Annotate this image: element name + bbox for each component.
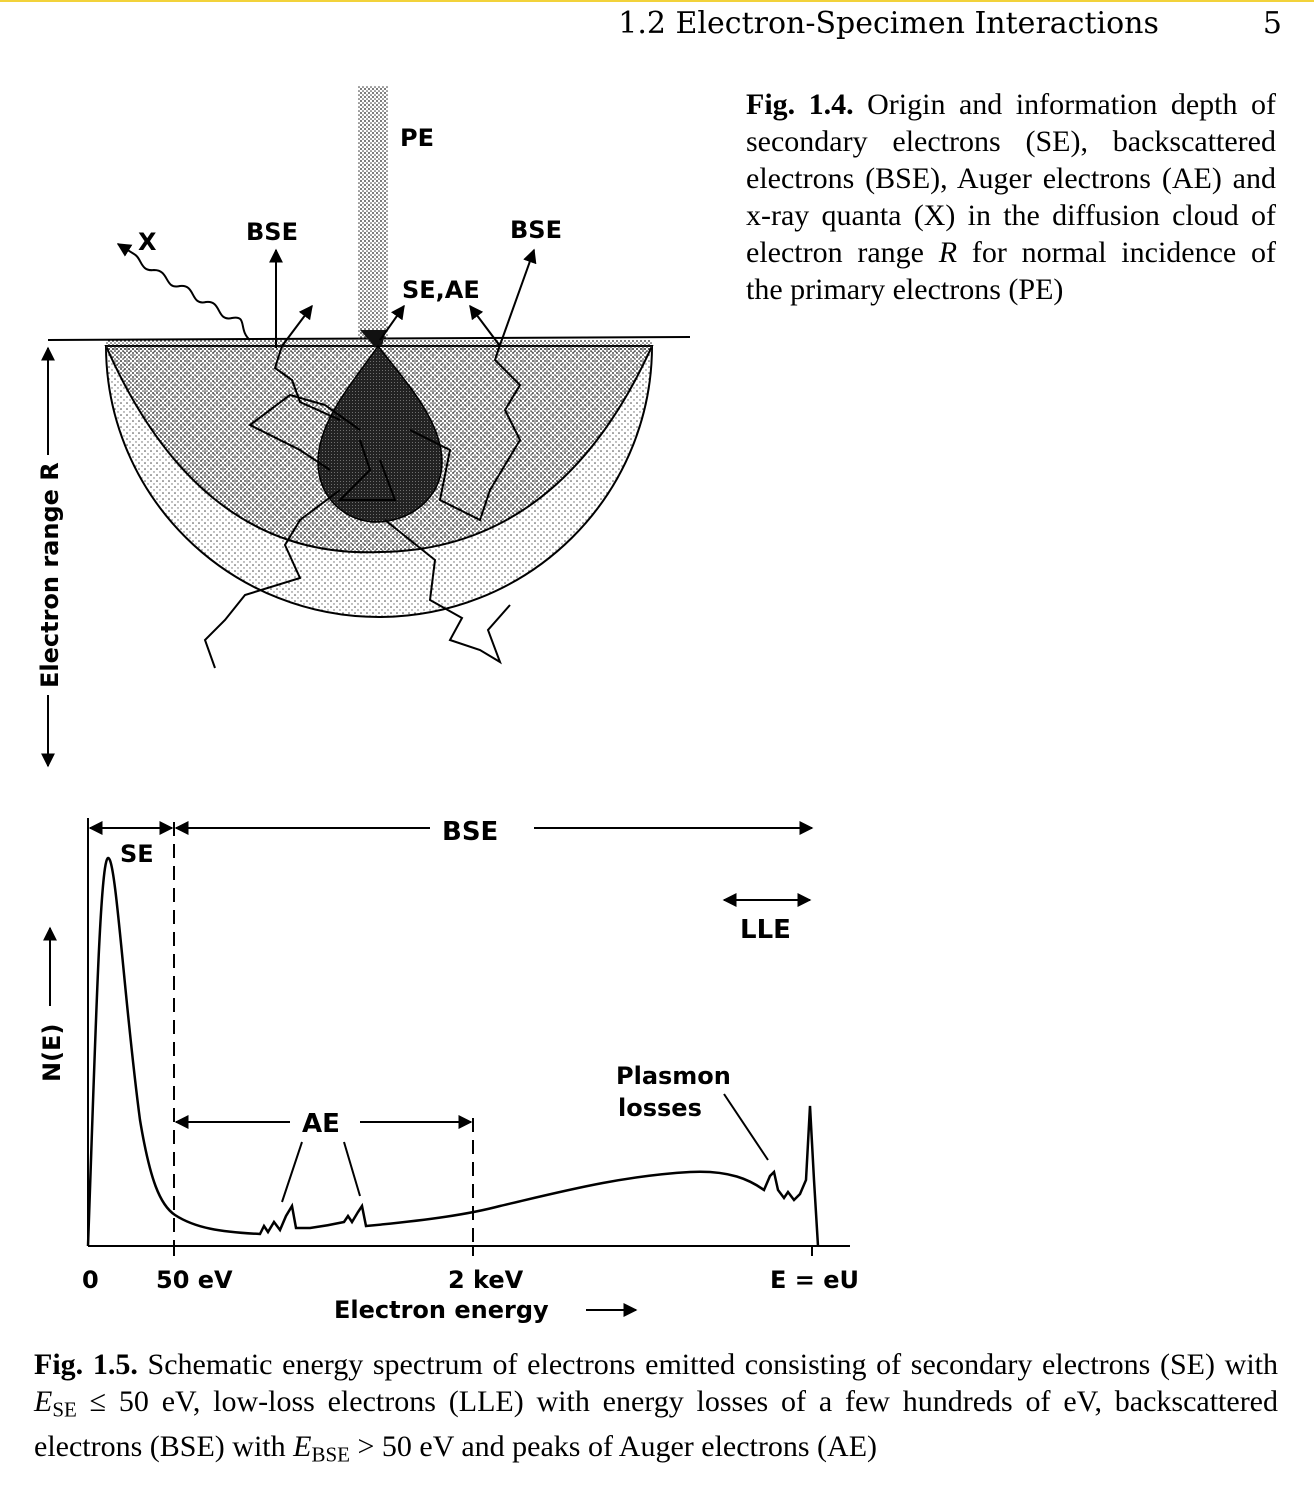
emission-arrows: [116, 243, 537, 348]
figure-1-5-caption-text-3: > 50 eV and peaks of Auger electrons (AE…: [349, 1430, 878, 1464]
x-ticks: [173, 1246, 813, 1256]
ae-pointer-left: [281, 1141, 303, 1203]
tick-50ev: 50 eV: [156, 1266, 233, 1294]
trajectory-deep-left: [203, 489, 341, 669]
se-ae-label: SE,AE: [402, 276, 480, 304]
trajectory-deep-right: [384, 519, 511, 665]
figure-1-4-diagram: PE BSE BSE SE,AE X Electron range R: [36, 86, 691, 768]
figure-1-5-caption-label: Fig. 1.5.: [34, 1348, 138, 1381]
y-axis-label: N(E): [38, 1024, 66, 1082]
figure-1-4-caption-symbol: R: [938, 236, 958, 269]
tick-eu: E = eU: [770, 1266, 859, 1294]
bse-right-arrow-up: [499, 248, 537, 346]
bse-label: BSE: [442, 817, 498, 847]
figure-1-5-caption-ese: E: [34, 1385, 53, 1418]
lle-label: LLE: [740, 915, 791, 945]
plasmon-pointer: [723, 1093, 769, 1161]
figure-1-4-caption: Fig. 1.4. Origin and information depth o…: [746, 86, 1276, 308]
tick-2kev: 2 keV: [448, 1266, 524, 1294]
plasmon-label: Plasmon: [616, 1062, 731, 1090]
figure-1-5-caption-text-1: Schematic energy spectrum of electrons e…: [137, 1348, 1279, 1381]
figure-1-5-caption-text-2: ≤ 50 eV, low-loss electrons (LLE) with e…: [34, 1385, 1278, 1464]
page-number: 5: [1262, 6, 1282, 41]
losses-label: losses: [618, 1094, 702, 1122]
figure-1-4-caption-text-b: for normal incidence of the primary elec…: [746, 236, 1276, 306]
se-ae-arrow: [379, 304, 405, 341]
pe-label: PE: [400, 124, 434, 152]
figure-1-5-caption-ese-sub: SE: [52, 1397, 77, 1422]
trajectory-left-bse: [273, 345, 341, 421]
range-axis-label: Electron range R: [36, 462, 64, 688]
electron-trajectories: [203, 344, 522, 669]
ae-pointer-right: [343, 1141, 361, 1197]
ae-label: AE: [302, 1109, 340, 1139]
primary-beam-taper: [360, 330, 386, 346]
figure-1-4-caption-label: Fig. 1.4.: [746, 88, 854, 121]
bse-right-arrow-diag: [469, 304, 501, 347]
x-axis-label: Electron energy: [334, 1296, 549, 1324]
range-axis-gap: [36, 455, 60, 695]
trajectory-right-bse: [409, 344, 522, 522]
x-ray-wave: [116, 243, 251, 341]
running-head: 1.2 Electron-Specimen Interactions 5: [618, 6, 1282, 41]
interaction-droplet: [317, 344, 443, 523]
top-border: [0, 0, 1314, 2]
figure-1-5-caption: Fig. 1.5. Schematic energy spectrum of e…: [34, 1346, 1278, 1474]
trajectory-middle: [337, 439, 397, 501]
figure-1-5-caption-ebse: E: [293, 1430, 312, 1464]
figure-1-5-caption-ebse-sub: BSE: [311, 1442, 350, 1467]
se-label: SE: [120, 840, 154, 868]
primary-beam: [358, 86, 388, 342]
trajectory-left-loop: [248, 393, 361, 471]
bse-right-label: BSE: [510, 216, 562, 244]
spectrum-curve: [86, 856, 820, 1247]
figure-1-5-diagram: 0 50 eV 2 keV E = eU Electron energy N(E…: [38, 817, 859, 1324]
figure-1-4-caption-text-a: Origin and information depth of secondar…: [746, 88, 1276, 269]
bse-left-label: BSE: [246, 218, 298, 246]
section-title: 1.2 Electron-Specimen Interactions: [618, 6, 1159, 41]
x-label: X: [138, 228, 157, 256]
tick-0: 0: [82, 1266, 99, 1294]
bse-left-arrow-diag: [281, 304, 313, 347]
